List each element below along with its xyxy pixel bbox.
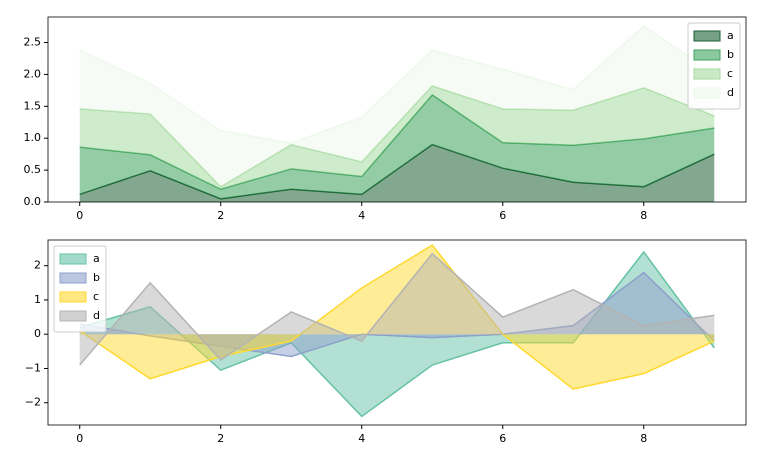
x-tick-label: 0 [76, 432, 83, 445]
axes-frame [47, 239, 747, 426]
y-tick-label: 0.5 [24, 163, 42, 176]
legend-swatch [693, 49, 721, 61]
y-tick-label: 0.0 [24, 195, 42, 208]
legend-label: d [93, 309, 100, 322]
legend-label: b [727, 48, 734, 61]
legend-label: d [727, 86, 734, 99]
area-fill [79, 85, 715, 190]
x-tick-label: 0 [76, 209, 83, 222]
legend-label: b [93, 271, 100, 284]
legend-label: a [93, 252, 100, 265]
y-tick-label: 1.5 [24, 99, 42, 112]
y-tick-label: 1.0 [24, 131, 42, 144]
y-tick-label: 2 [34, 259, 41, 272]
x-tick-label: 8 [640, 209, 647, 222]
area-fill [79, 94, 715, 199]
legend-swatch [693, 87, 721, 99]
x-tick-label: 2 [217, 209, 224, 222]
legend-swatch [693, 68, 721, 80]
area-fill [79, 253, 715, 366]
y-tick-label: 0 [34, 327, 41, 340]
area-line [79, 24, 715, 145]
x-tick-label: 6 [499, 209, 506, 222]
legend-swatch [59, 310, 87, 322]
legend-label: c [93, 290, 99, 303]
area-line [79, 252, 715, 366]
y-tick-label: −1 [25, 361, 41, 374]
y-tick-label: 2.5 [24, 36, 42, 49]
legend-label: c [727, 67, 733, 80]
y-tick-label: −2 [25, 396, 41, 409]
y-tick-label: 2.0 [24, 67, 42, 80]
area-fill [79, 25, 715, 187]
x-tick-label: 6 [499, 432, 506, 445]
legend-swatch [59, 291, 87, 303]
x-tick-label: 4 [358, 209, 365, 222]
area-line [79, 244, 715, 390]
legend-label: a [727, 29, 734, 42]
legend-swatch [693, 30, 721, 42]
x-tick-label: 2 [217, 432, 224, 445]
axes-frame [47, 16, 747, 203]
x-tick-label: 8 [640, 432, 647, 445]
legend-swatch [59, 272, 87, 284]
y-tick-label: 1 [34, 293, 41, 306]
x-tick-label: 4 [358, 432, 365, 445]
legend-swatch [59, 253, 87, 265]
area-fill [79, 144, 715, 202]
